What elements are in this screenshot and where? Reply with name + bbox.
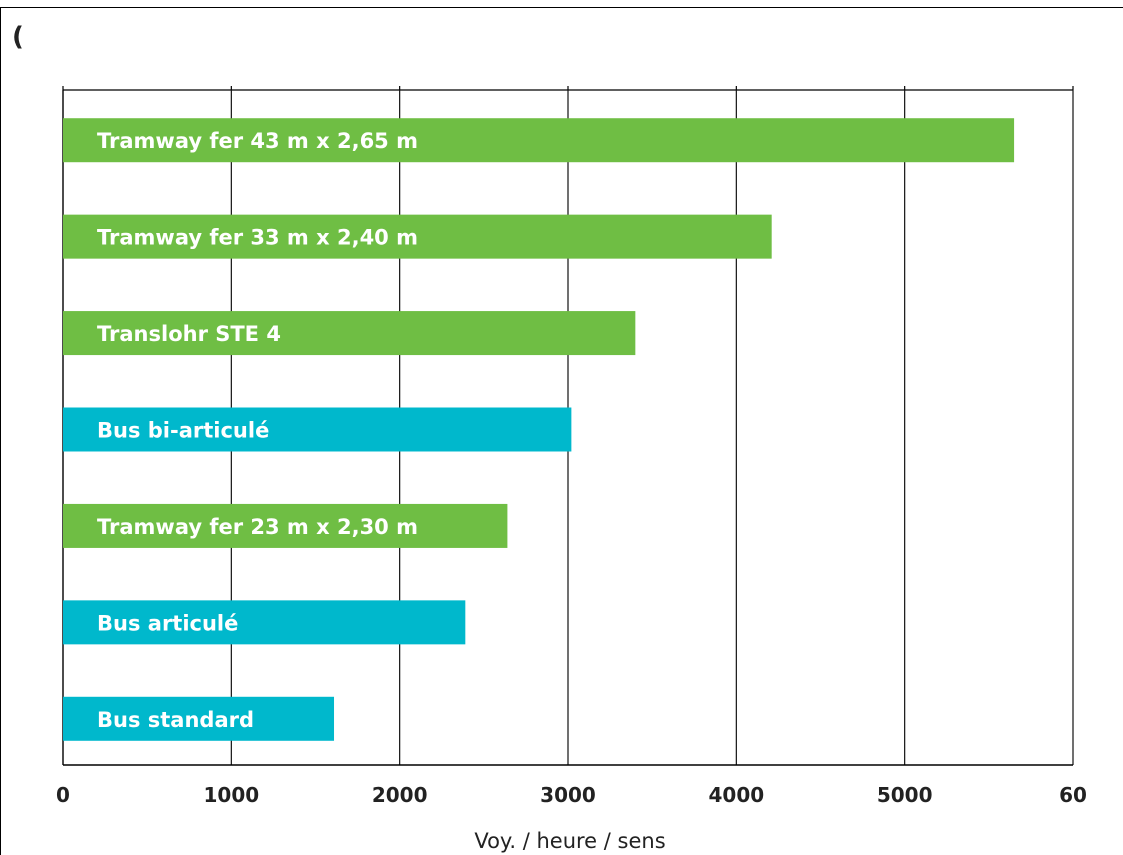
bar bbox=[63, 118, 1015, 163]
bar bbox=[63, 696, 335, 741]
bar bbox=[63, 600, 466, 645]
x-tick-label: 1000 bbox=[203, 783, 259, 807]
tick-layer: 0 1000 2000 3000 4000 5000 60 bbox=[56, 783, 1087, 807]
bar bbox=[63, 503, 508, 548]
x-tick-label: 5000 bbox=[877, 783, 933, 807]
bar-label: Tramway fer 43 m x 2,65 m bbox=[97, 129, 418, 153]
bar-label: Bus articulé bbox=[97, 611, 238, 635]
x-tick-label: 4000 bbox=[708, 783, 764, 807]
bar bbox=[63, 407, 572, 452]
x-tick-label: 2000 bbox=[372, 783, 428, 807]
bar-label: Bus standard bbox=[97, 708, 254, 732]
frame-border-left bbox=[0, 7, 1, 855]
x-tick-label: 60 bbox=[1059, 783, 1087, 807]
x-tick-label: 3000 bbox=[540, 783, 596, 807]
x-axis-title: Voy. / heure / sens bbox=[474, 829, 665, 853]
bar-label: Translohr STE 4 bbox=[97, 322, 281, 346]
bar-label: Bus bi-articulé bbox=[97, 419, 269, 443]
bar-label: Tramway fer 33 m x 2,40 m bbox=[97, 226, 418, 250]
corner-mark: ( bbox=[12, 22, 24, 52]
bar-label: Tramway fer 23 m x 2,30 m bbox=[97, 515, 418, 539]
bar bbox=[63, 214, 772, 259]
frame-border-top bbox=[0, 7, 1123, 8]
bar-layer: Tramway fer 43 m x 2,65 m Tramway fer 33 … bbox=[63, 118, 1015, 741]
x-tick-label: 0 bbox=[56, 783, 70, 807]
bar bbox=[63, 311, 636, 356]
